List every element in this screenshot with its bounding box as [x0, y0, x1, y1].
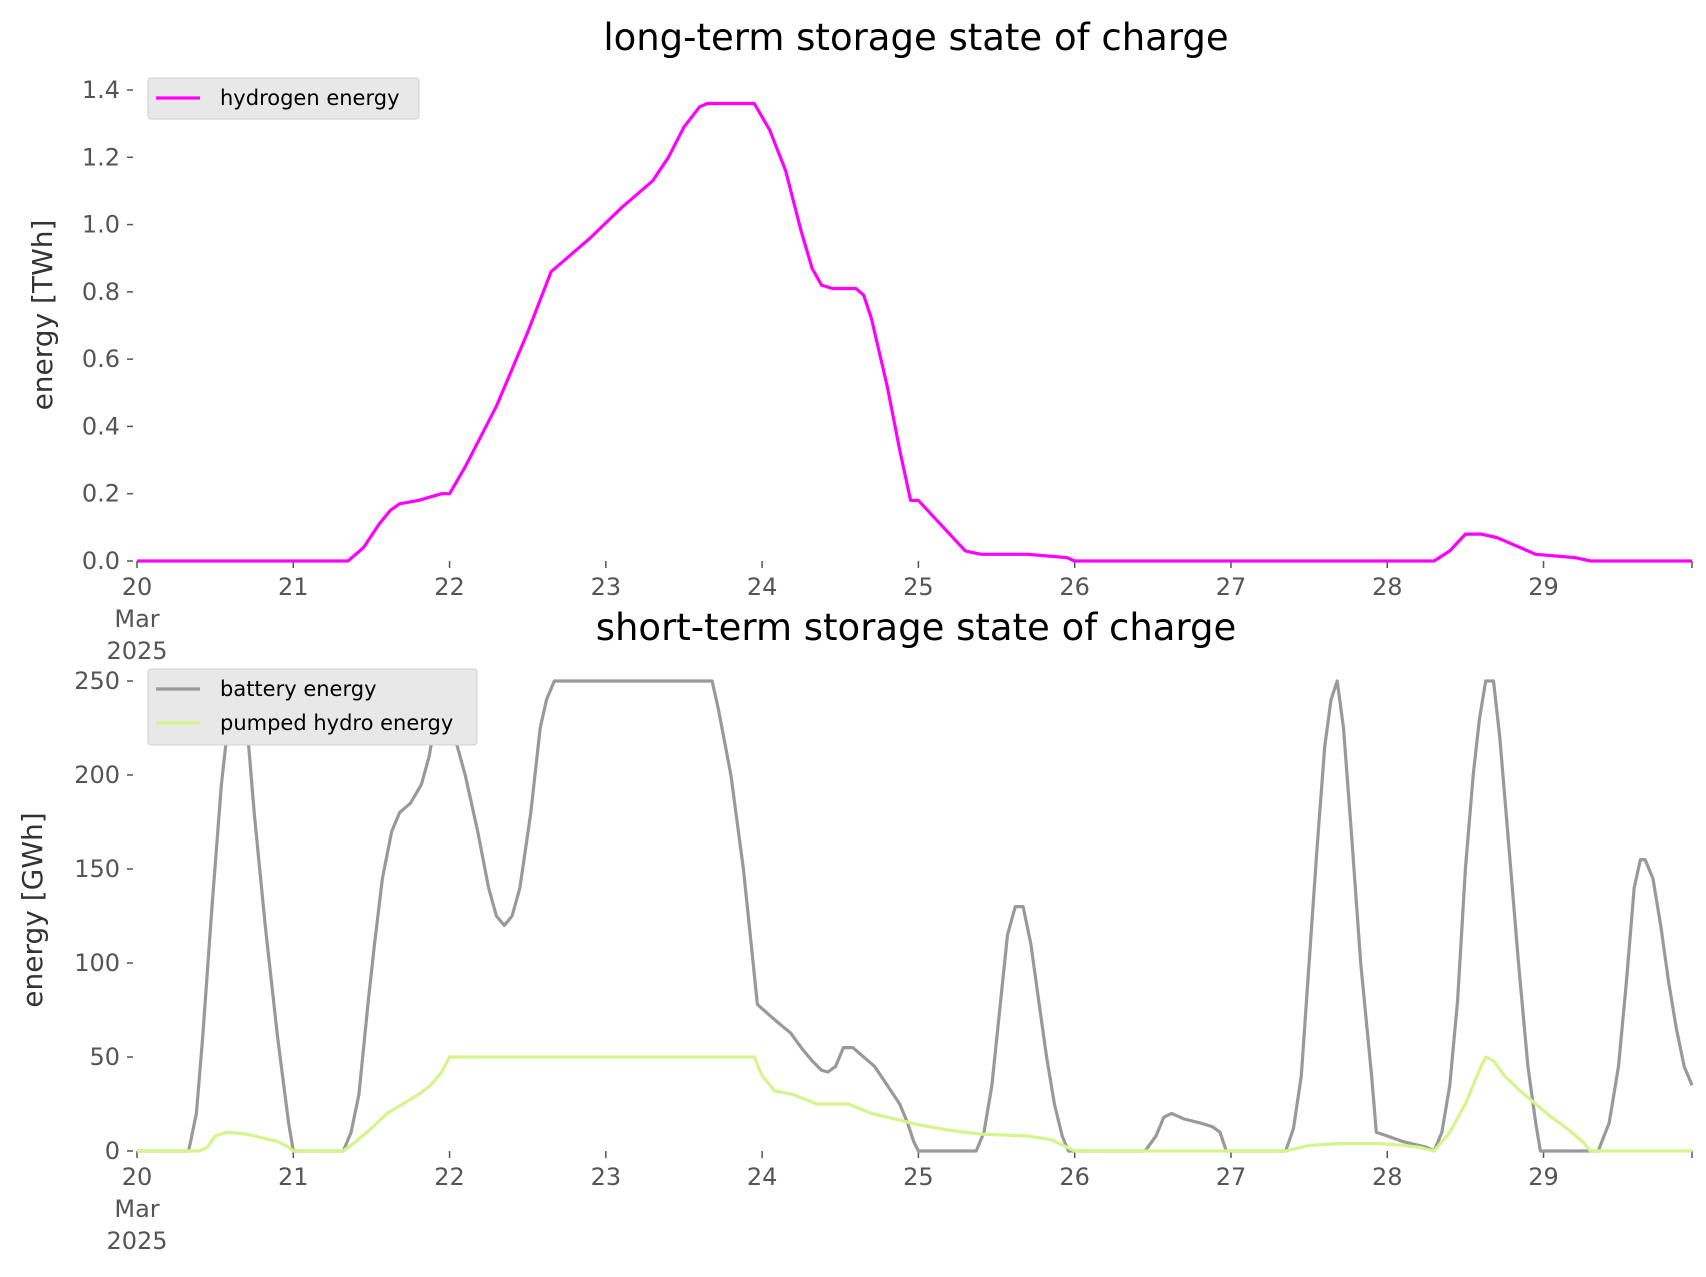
- x-tick-label-line: 25: [903, 573, 934, 601]
- legend: battery energy pumped hydro energy: [147, 668, 478, 746]
- x-tick-label-line: 26: [1059, 1163, 1090, 1191]
- x-tick-label: 20 Mar 2025: [106, 573, 167, 665]
- y-tick-label: 100: [74, 949, 120, 977]
- x-tick-label: 25: [903, 573, 934, 601]
- x-tick-label-line: 21: [278, 1163, 309, 1191]
- legend-label: hydrogen energy: [220, 86, 400, 110]
- legend-box: [147, 668, 478, 746]
- x-tick-label: 22: [434, 1163, 465, 1191]
- x-tick-label: 23: [591, 573, 622, 601]
- chart-title: short-term storage state of charge: [596, 606, 1237, 649]
- legend: hydrogen energy: [147, 77, 420, 120]
- legend-label: pumped hydro energy: [220, 711, 453, 735]
- x-tick-label: 24: [747, 1163, 778, 1191]
- x-tick-label: 29: [1528, 1163, 1559, 1191]
- x-tick-label-line: 22: [434, 573, 465, 601]
- x-tick-label-line: 29: [1528, 573, 1559, 601]
- y-tick-label: 0.2: [82, 480, 120, 508]
- y-axis-label: energy [TWh]: [26, 220, 59, 411]
- x-tick-label: 21: [278, 573, 309, 601]
- x-tick-label-line: Mar: [114, 1195, 159, 1223]
- x-tick-label-line: 21: [278, 573, 309, 601]
- long-term-storage-chart: long-term storage state of charge energy…: [26, 16, 1693, 665]
- legend-label: battery energy: [220, 677, 377, 701]
- x-tick-label-line: 24: [747, 1163, 778, 1191]
- x-tick-label-line: 27: [1216, 1163, 1247, 1191]
- x-tick-label: 28: [1372, 1163, 1403, 1191]
- x-tick-label: 29: [1528, 573, 1559, 601]
- y-tick-label: 150: [74, 855, 120, 883]
- x-tick-label: 23: [591, 1163, 622, 1191]
- x-tick-label-line: 2025: [106, 1227, 167, 1255]
- y-tick-label: 0.6: [82, 345, 120, 373]
- short-term-storage-chart: short-term storage state of charge energ…: [16, 606, 1694, 1255]
- x-tick-label: 24: [747, 573, 778, 601]
- series-line: [137, 101, 1692, 563]
- x-tick-label-line: 29: [1528, 1163, 1559, 1191]
- legend-box: [147, 77, 420, 120]
- x-tick-label-line: 23: [591, 573, 622, 601]
- x-tick-label: 20 Mar 2025: [106, 1163, 167, 1255]
- y-tick-label: 0.4: [82, 412, 120, 440]
- series-line: [137, 1055, 1692, 1153]
- y-axis-label: energy [GWh]: [16, 812, 49, 1007]
- x-tick-label: 27: [1216, 573, 1247, 601]
- x-tick-label: 22: [434, 573, 465, 601]
- x-tick-label-line: 20: [122, 573, 153, 601]
- x-tick-label-line: 23: [591, 1163, 622, 1191]
- y-tick-label: 0: [105, 1137, 120, 1165]
- y-tick-label: 0.8: [82, 278, 120, 306]
- x-tick-label-line: 24: [747, 573, 778, 601]
- x-tick-label: 28: [1372, 573, 1403, 601]
- x-tick-label: 27: [1216, 1163, 1247, 1191]
- x-tick-label-line: Mar: [114, 605, 159, 633]
- x-tick-label: 26: [1059, 573, 1090, 601]
- x-tick-label-line: 25: [903, 1163, 934, 1191]
- x-tick-label: 25: [903, 1163, 934, 1191]
- x-tick-label-line: 28: [1372, 573, 1403, 601]
- x-tick-label: 26: [1059, 1163, 1090, 1191]
- x-tick-label: 21: [278, 1163, 309, 1191]
- series-line: [137, 679, 1694, 1153]
- x-tick-label-line: 26: [1059, 573, 1090, 601]
- y-tick-label: 0.0: [82, 547, 120, 575]
- x-tick-label-line: 20: [122, 1163, 153, 1191]
- y-tick-label: 50: [89, 1043, 120, 1071]
- y-tick-label: 1.2: [82, 143, 120, 171]
- x-tick-label-line: 28: [1372, 1163, 1403, 1191]
- y-tick-label: 250: [74, 667, 120, 695]
- chart-title: long-term storage state of charge: [603, 16, 1228, 59]
- x-tick-label-line: 2025: [106, 637, 167, 665]
- y-tick-label: 1.4: [82, 76, 120, 104]
- x-tick-label-line: 27: [1216, 573, 1247, 601]
- y-tick-label: 200: [74, 761, 120, 789]
- y-tick-label: 1.0: [82, 211, 120, 239]
- x-tick-label-line: 22: [434, 1163, 465, 1191]
